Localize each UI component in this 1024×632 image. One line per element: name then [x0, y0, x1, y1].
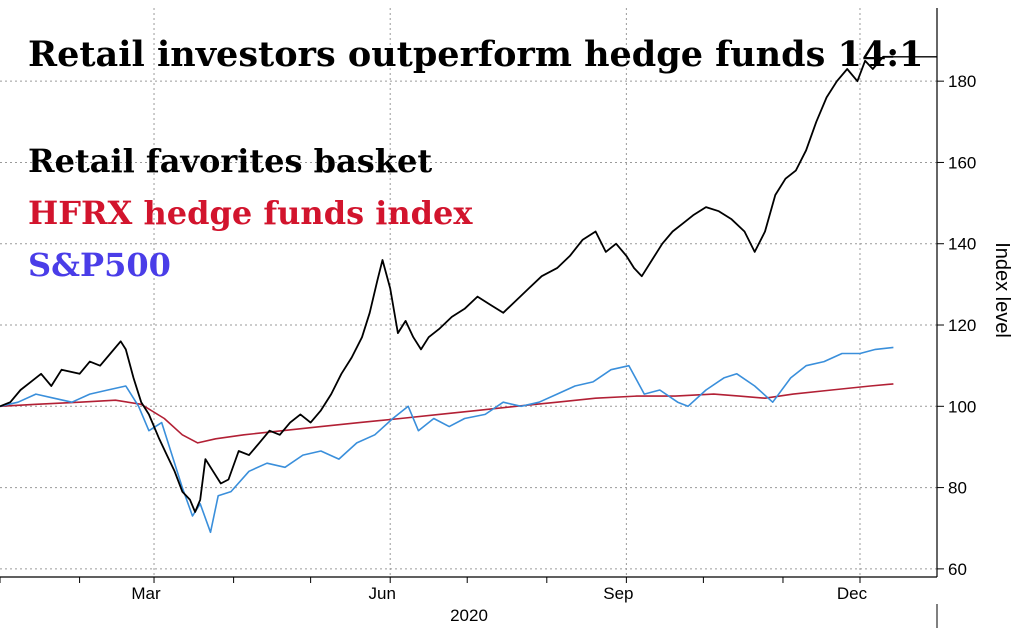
chart-title: Retail investors outperform hedge funds …: [28, 34, 923, 75]
gridlines: [0, 8, 937, 577]
plot-area: [0, 55, 937, 534]
axes: 60 80 100 120 140 160 180 Mar Jun Sep Dec: [0, 8, 976, 628]
y-tick-label-140: 140: [948, 235, 976, 254]
legend-entry-retail: Retail favorites basket: [28, 142, 432, 180]
retail-favorites-line: [0, 55, 894, 513]
y-tick-label-60: 60: [948, 560, 967, 579]
legend-entry-hfrx: HFRX hedge funds index: [28, 194, 473, 232]
y-tick-label-180: 180: [948, 72, 976, 91]
y-tick-label-120: 120: [948, 316, 976, 335]
x-year-label: 2020: [450, 606, 488, 625]
x-tick-label-sep: Sep: [603, 584, 633, 603]
y-axis-label: Index level: [991, 242, 1013, 338]
hfrx-line: [0, 383, 894, 444]
x-tick-label-mar: Mar: [131, 584, 161, 603]
x-tick-label-jun: Jun: [368, 584, 395, 603]
legend-entry-sp500: S&P500: [28, 246, 171, 284]
y-tick-label-100: 100: [948, 397, 976, 416]
y-tick-label-160: 160: [948, 153, 976, 172]
y-tick-label-80: 80: [948, 479, 967, 498]
sp500-line: [0, 346, 894, 534]
x-tick-label-dec: Dec: [837, 584, 868, 603]
